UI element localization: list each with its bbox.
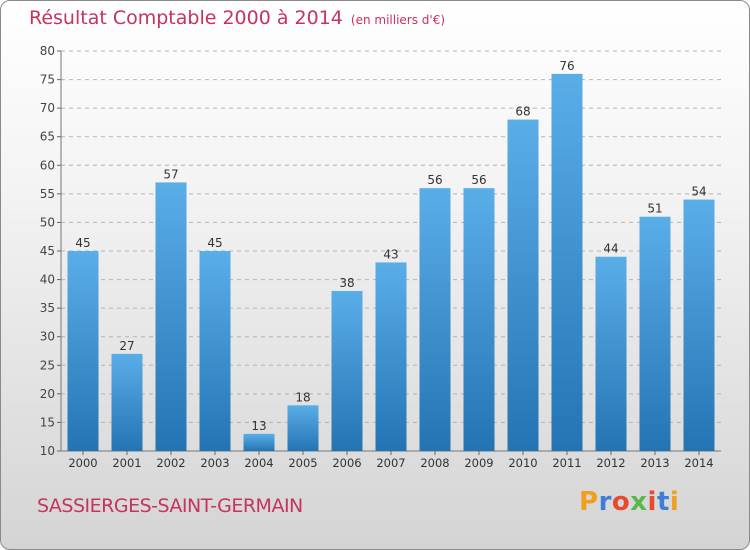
logo-letter: x bbox=[630, 487, 648, 517]
logo-letter: o bbox=[611, 487, 631, 517]
y-tick-label: 60 bbox=[40, 158, 55, 172]
data-label-2013: 51 bbox=[647, 202, 662, 216]
data-label-2003: 45 bbox=[207, 236, 222, 250]
x-tick-label-2011: 2011 bbox=[552, 456, 581, 470]
x-tick-label-2008: 2008 bbox=[420, 456, 449, 470]
data-label-2004: 13 bbox=[251, 419, 266, 433]
y-tick-label: 10 bbox=[40, 444, 55, 458]
logo-letter: r bbox=[598, 487, 612, 517]
y-tick-label: 65 bbox=[40, 130, 55, 144]
x-tick-label-2004: 2004 bbox=[244, 456, 273, 470]
x-tick-label-2012: 2012 bbox=[596, 456, 625, 470]
x-tick-label-2000: 2000 bbox=[68, 456, 97, 470]
data-label-2002: 57 bbox=[163, 167, 178, 181]
data-label-2010: 68 bbox=[515, 105, 530, 119]
bar-2007 bbox=[375, 262, 407, 451]
x-tick-label-2010: 2010 bbox=[508, 456, 537, 470]
data-label-2009: 56 bbox=[471, 173, 486, 187]
data-label-2005: 18 bbox=[295, 390, 310, 404]
y-tick-label: 45 bbox=[40, 244, 55, 258]
data-label-2012: 44 bbox=[603, 242, 618, 256]
x-tick-labels: 2000 2001 2002 2003 2004 2005 2006 2007 2008 2009… bbox=[68, 451, 714, 470]
x-tick-label-2013: 2013 bbox=[640, 456, 669, 470]
bar-2006 bbox=[331, 291, 363, 451]
bar-2009 bbox=[463, 188, 495, 451]
bar-2004 bbox=[243, 433, 275, 451]
bar-2002 bbox=[155, 182, 187, 451]
y-tick-label: 35 bbox=[40, 301, 55, 315]
bar-2012 bbox=[595, 256, 627, 451]
bar-2014 bbox=[683, 199, 715, 451]
bar-2003 bbox=[199, 251, 231, 451]
x-tick-label-2006: 2006 bbox=[332, 456, 361, 470]
chart-title-text: Résultat Comptable 2000 à 2014 bbox=[29, 7, 343, 29]
y-tick-label: 30 bbox=[40, 330, 55, 344]
y-tick-label: 50 bbox=[40, 215, 55, 229]
logo-letter: t bbox=[656, 487, 670, 517]
x-tick-label-2009: 2009 bbox=[464, 456, 493, 470]
y-tick-label: 75 bbox=[40, 73, 55, 87]
logo-letter: i bbox=[647, 487, 657, 517]
bar-2008 bbox=[419, 188, 451, 451]
data-label-2007: 43 bbox=[383, 247, 398, 261]
x-tick-label-2005: 2005 bbox=[288, 456, 317, 470]
data-label-2011: 76 bbox=[559, 59, 574, 73]
logo-letter: i bbox=[669, 487, 680, 517]
logo-letter: P bbox=[579, 487, 599, 517]
data-labels: 45 27 57 45 13 18 38 43 56 56 68 76 44 51 54 bbox=[75, 59, 706, 433]
y-tick-label: 55 bbox=[40, 187, 55, 201]
x-tick-label-2002: 2002 bbox=[156, 456, 185, 470]
x-tick-label-2014: 2014 bbox=[684, 456, 713, 470]
proxiti-logo: Proxiti bbox=[579, 487, 679, 517]
chart-title: Résultat Comptable 2000 à 2014 (en millie… bbox=[29, 7, 445, 29]
y-tick-label: 80 bbox=[40, 44, 55, 58]
chart-unit: (en milliers d'€) bbox=[350, 13, 446, 27]
commune-name: SASSIERGES-SAINT-GERMAIN bbox=[37, 495, 303, 517]
x-tick-label-2001: 2001 bbox=[112, 456, 141, 470]
y-tick-label: 15 bbox=[40, 415, 55, 429]
bar-2001 bbox=[111, 353, 143, 451]
bars bbox=[67, 73, 715, 452]
x-tick-label-2007: 2007 bbox=[376, 456, 405, 470]
bar-2005 bbox=[287, 405, 319, 451]
data-label-2006: 38 bbox=[339, 276, 354, 290]
y-tick-label: 25 bbox=[40, 358, 55, 372]
data-label-2000: 45 bbox=[75, 236, 90, 250]
y-tick-label: 20 bbox=[40, 387, 55, 401]
y-tick-label: 70 bbox=[40, 101, 55, 115]
x-tick-label-2003: 2003 bbox=[200, 456, 229, 470]
y-tick-labels: 10 15 20 25 30 35 40 45 50 55 60 65 70 75 80 bbox=[40, 44, 55, 458]
data-label-2008: 56 bbox=[427, 173, 442, 187]
y-tick-label: 40 bbox=[40, 273, 55, 287]
bar-2010 bbox=[507, 119, 539, 452]
bar-2013 bbox=[639, 216, 671, 451]
bar-2000 bbox=[67, 251, 99, 451]
data-label-2014: 54 bbox=[691, 185, 706, 199]
data-label-2001: 27 bbox=[119, 339, 134, 353]
bar-2011 bbox=[551, 73, 583, 451]
